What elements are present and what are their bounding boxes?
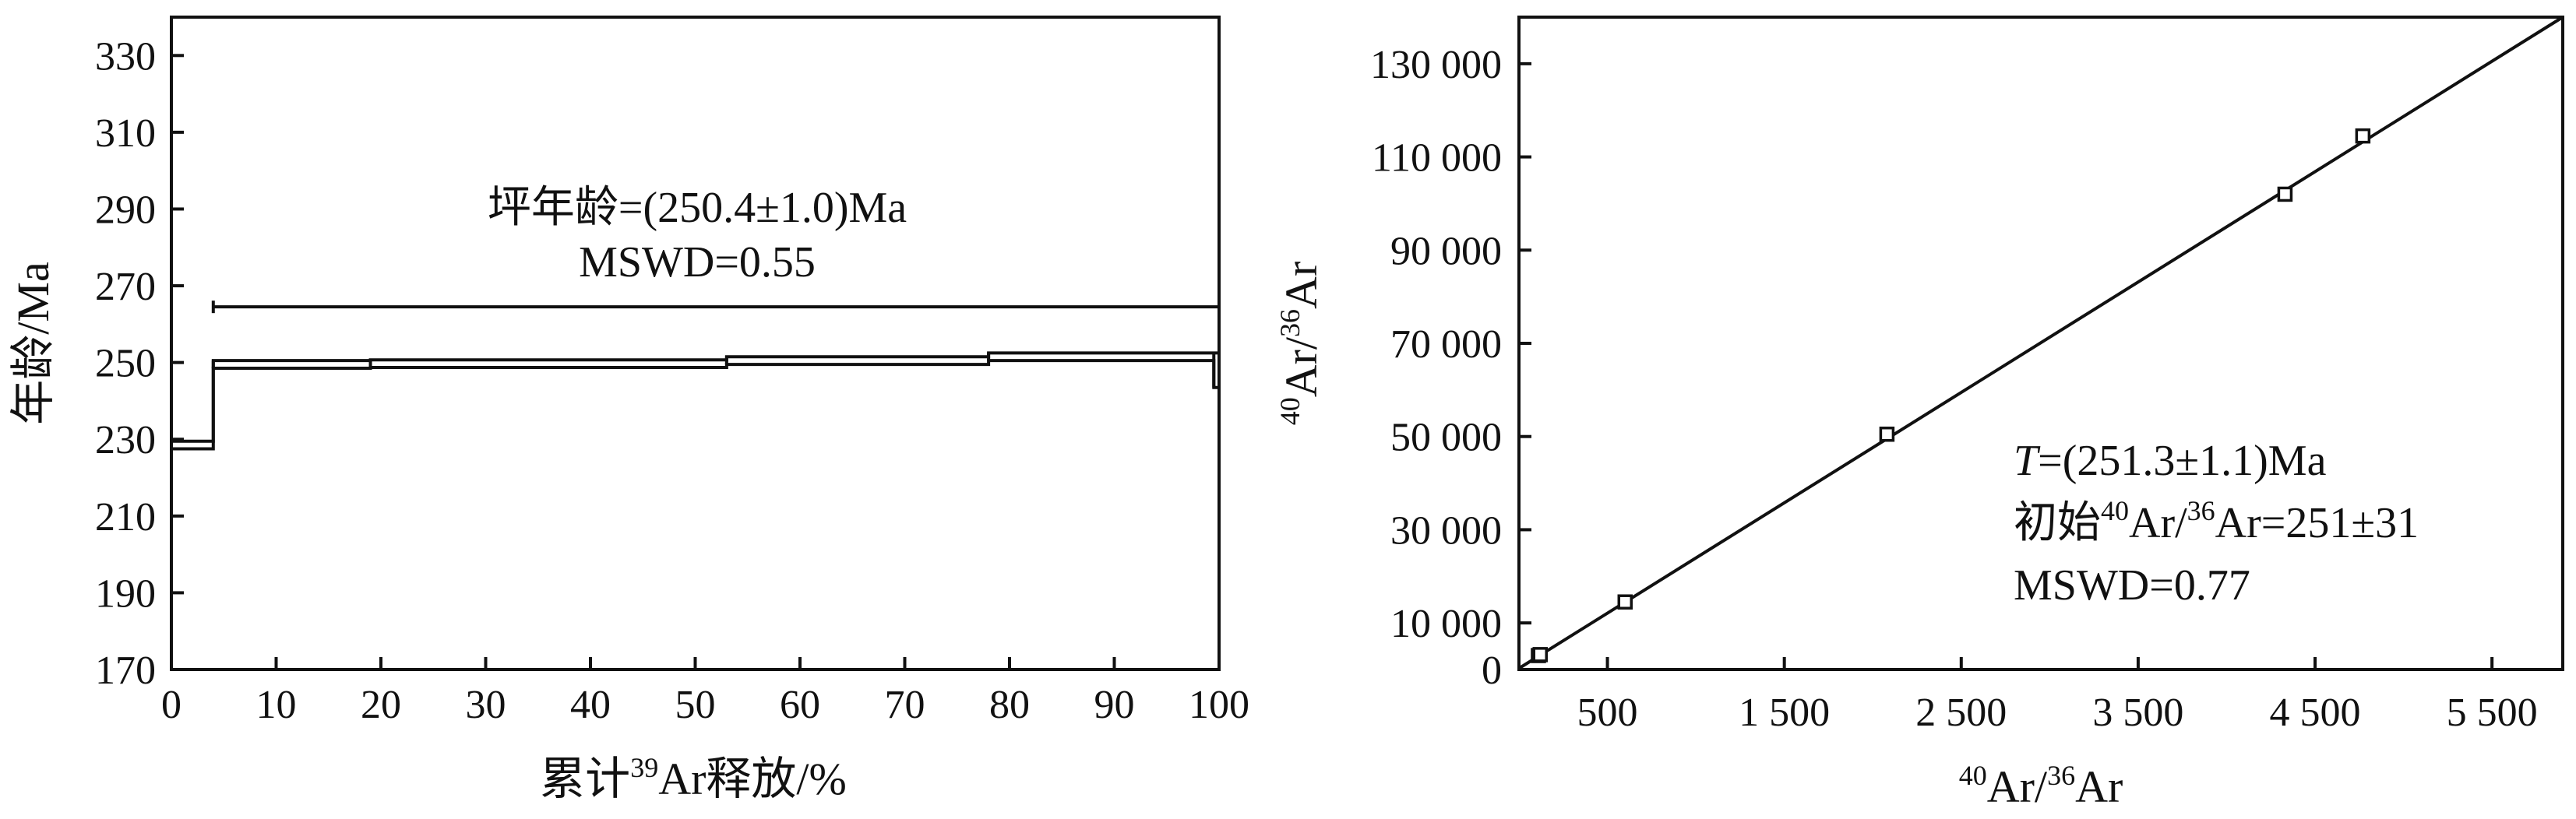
initial-prefix: 初始 xyxy=(2014,499,2101,547)
right-x-sup1: 40 xyxy=(1959,760,1987,791)
left-y-tick-label: 310 xyxy=(95,111,156,156)
isochron-age-T: T xyxy=(2014,437,2041,485)
initial-sup1: 40 xyxy=(2101,495,2129,526)
left-x-title-sup: 39 xyxy=(630,752,658,783)
right-y-tick-label: 0 xyxy=(1482,649,1502,693)
age-step-lower xyxy=(171,359,1219,451)
left-tick-labels: 0 10 20 30 40 50 60 70 80 90 100 170 190 210 230 250 270… xyxy=(95,34,1249,727)
left-y-tick-label: 250 xyxy=(95,342,156,386)
right-x-tick-label: 500 xyxy=(1577,691,1638,735)
age-steps xyxy=(170,351,1219,451)
left-y-tick-label: 330 xyxy=(95,34,156,79)
right-x-tick-label: 1 500 xyxy=(1739,691,1830,735)
isochron-point xyxy=(1617,594,1633,610)
left-x-tick-label: 0 xyxy=(161,683,181,727)
left-x-tick-label: 100 xyxy=(1189,683,1249,727)
isochron-age-label: T=(251.3±1.1)Ma xyxy=(2014,437,2327,485)
right-y-sup2: 36 xyxy=(1274,309,1306,337)
left-x-title-suffix: Ar释放/% xyxy=(658,754,847,804)
plateau-age-label: 坪年龄=(250.4±1.0)Ma xyxy=(488,184,907,232)
plateau-mswd-label: MSWD=0.55 xyxy=(579,238,816,286)
right-y-axis-title: 40Ar/36Ar xyxy=(1274,262,1327,426)
right-y-mid: Ar/ xyxy=(1276,336,1327,397)
isochron-point xyxy=(2355,128,2371,144)
left-y-axis-title: 年龄/Ma xyxy=(8,262,58,424)
left-x-tick-label: 60 xyxy=(780,683,820,727)
isochron-chart: 500 1 500 2 500 3 500 4 500 5 500 010 000 30 00… xyxy=(1274,16,2564,812)
left-y-tick-label: 170 xyxy=(95,649,156,693)
right-y-tick-label: 50 000 xyxy=(1390,416,1502,460)
right-y-tick-label: 10 000 xyxy=(1390,602,1502,646)
left-x-tick-label: 10 xyxy=(256,683,297,727)
right-x-tick-label: 3 500 xyxy=(2092,691,2183,735)
left-x-tick-label: 70 xyxy=(885,683,925,727)
left-y-tick-label: 190 xyxy=(95,571,156,616)
left-y-tick-label: 230 xyxy=(95,418,156,462)
initial-sup2: 36 xyxy=(2187,495,2215,526)
right-x-sup2: 36 xyxy=(2047,760,2075,791)
left-ticks xyxy=(170,54,1221,671)
left-x-title-prefix: 累计 xyxy=(540,754,630,804)
isochron-points xyxy=(1531,128,2371,663)
initial-end: Ar=251±31 xyxy=(2215,499,2419,547)
right-x-tick-label: 4 500 xyxy=(2270,691,2361,735)
right-y-tick-label: 110 000 xyxy=(1372,136,1502,181)
right-x-tick-label: 2 500 xyxy=(1915,691,2007,735)
right-y-tick-label: 90 000 xyxy=(1390,229,1502,273)
left-plot-frame xyxy=(170,16,1221,671)
left-y-tick-label: 210 xyxy=(95,495,156,540)
right-y-tick-label: 70 000 xyxy=(1390,322,1502,367)
right-x-mid: Ar/ xyxy=(1987,761,2048,812)
left-x-tick-label: 80 xyxy=(989,683,1030,727)
left-x-tick-label: 90 xyxy=(1094,683,1135,727)
isochron-point xyxy=(2277,186,2293,202)
right-y-end: Ar xyxy=(1276,262,1327,309)
initial-mid: Ar/ xyxy=(2129,499,2187,547)
isochron-fit-line xyxy=(1517,16,2564,670)
left-y-tick-label: 270 xyxy=(95,265,156,309)
right-y-tick-label: 130 000 xyxy=(1370,43,1502,87)
isochron-point xyxy=(1532,647,1549,663)
right-y-sup1: 40 xyxy=(1274,397,1306,425)
left-y-tick-label: 290 xyxy=(95,188,156,232)
right-y-tick-label: 30 000 xyxy=(1390,508,1502,553)
right-ticks xyxy=(1519,62,2494,671)
left-x-tick-label: 50 xyxy=(675,683,716,727)
left-x-axis-title: 累计39Ar释放/% xyxy=(540,752,847,804)
left-x-tick-label: 40 xyxy=(570,683,611,727)
initial-ratio-label: 初始40Ar/36Ar=251±31 xyxy=(2014,495,2419,547)
right-x-axis-title: 40Ar/36Ar xyxy=(1959,760,2123,812)
right-x-tick-label: 5 500 xyxy=(2447,691,2538,735)
left-x-tick-label: 30 xyxy=(466,683,506,727)
right-x-end: Ar xyxy=(2075,761,2123,812)
right-tick-labels: 500 1 500 2 500 3 500 4 500 5 500 010 000 30 00… xyxy=(1370,43,2538,735)
age-spectrum-chart: 0 10 20 30 40 50 60 70 80 90 100 170 190 210 230 250 270… xyxy=(8,16,1249,804)
left-x-tick-label: 20 xyxy=(361,683,401,727)
isochron-age-value: =(251.3±1.1)Ma xyxy=(2038,437,2326,485)
isochron-mswd-label: MSWD=0.77 xyxy=(2014,561,2250,610)
isochron-point xyxy=(1879,426,1895,442)
